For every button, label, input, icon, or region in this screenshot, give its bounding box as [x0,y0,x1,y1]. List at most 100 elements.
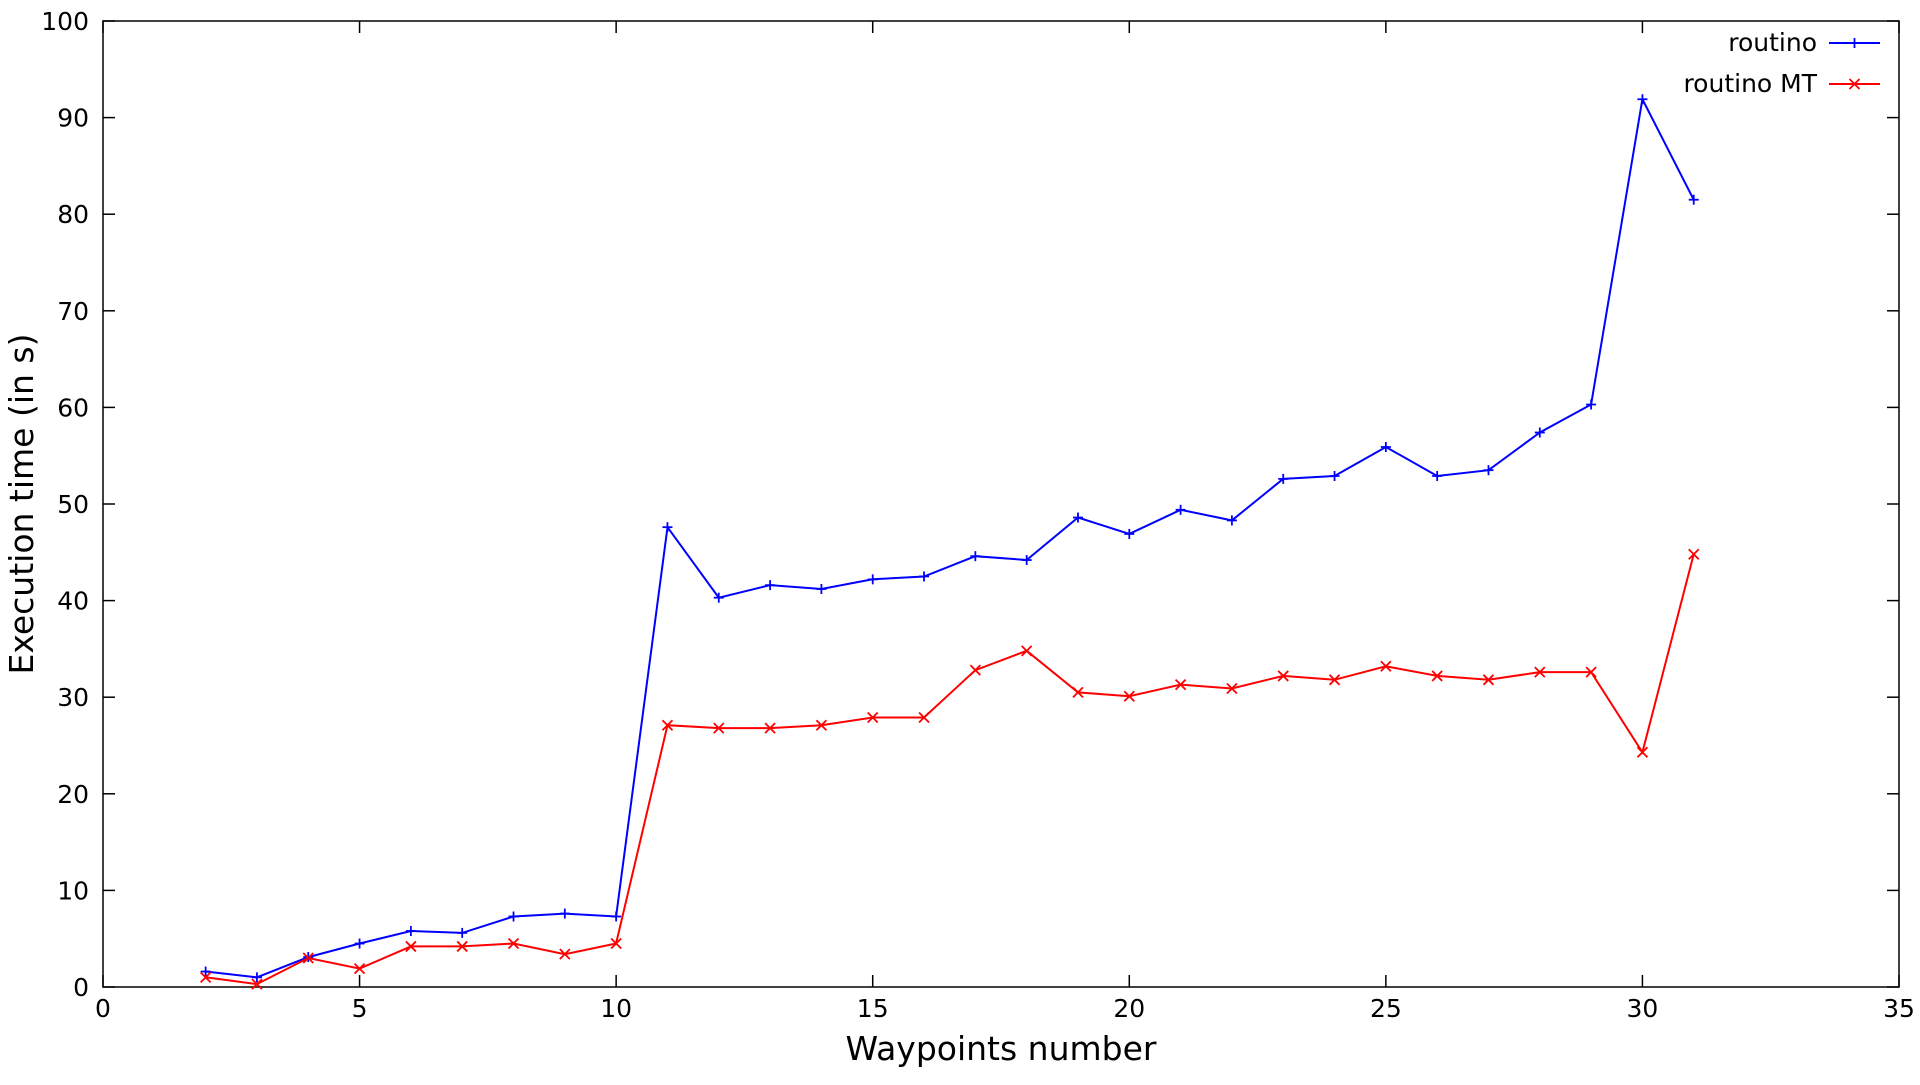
data-point-routino [1278,473,1289,484]
data-point-routino [867,574,878,585]
data-point-routino-mt [1277,670,1289,682]
data-point-routino-mt [1123,690,1135,702]
marker-stroke [1123,690,1135,702]
marker-stroke [405,940,417,953]
legend-marker-routino [1849,38,1860,48]
data-point-routino-mt [661,719,674,731]
data-point-routino [1688,194,1699,205]
x-tick-label: 0 [95,994,111,1023]
marker-stroke [1328,674,1341,686]
data-point-routino [970,551,981,562]
marker-stroke [559,948,571,960]
marker-stroke [1072,686,1084,699]
data-point-routino [713,592,724,603]
data-point-routino-mt [507,937,520,950]
y-tick-label: 80 [57,200,89,229]
data-point-routino [816,584,827,595]
marker-stroke [353,963,366,975]
data-point-routino [200,966,211,977]
data-point-routino [1021,555,1032,566]
y-axis-title: Execution time (in s) [2,334,41,675]
data-point-routino [1586,399,1597,410]
data-point-routino-mt [1072,686,1084,699]
marker-stroke [815,719,828,731]
data-point-routino [559,908,570,919]
data-point-routino-mt [1328,674,1341,686]
data-point-routino [1329,470,1340,481]
data-point-routino-mt [713,722,725,734]
legend-marker-routino-mt [1848,78,1861,90]
marker-stroke [1534,666,1546,678]
plot-frame [102,20,1900,988]
y-tick-label: 30 [57,683,89,712]
data-point-routino-mt [1431,670,1443,682]
data-point-routino-mt [1636,746,1649,758]
data-point-routino-mt [353,963,366,975]
x-tick-label: 20 [1113,994,1145,1023]
data-point-routino-mt [559,948,571,960]
data-point-routino-mt [1585,666,1597,678]
y-tick-label: 50 [57,490,89,519]
data-point-routino-mt [199,971,212,983]
legend-label-routino-mt: routino MT [1683,69,1817,98]
data-point-routino [457,927,468,938]
legend-label-routino: routino [1728,28,1817,57]
data-point-routino [611,911,622,922]
x-tick-label: 15 [857,994,889,1023]
marker-stroke [918,711,930,724]
y-tick-label: 20 [57,780,89,809]
data-point-routino-mt [251,978,263,990]
data-point-routino-mt [302,952,314,964]
data-point-routino-mt [1534,666,1546,678]
data-point-routino-mt [1380,660,1392,672]
data-point-routino [1380,442,1391,453]
data-point-routino-mt [815,719,828,731]
marker-stroke [1482,674,1495,686]
data-point-routino [354,938,365,949]
marker-stroke [302,952,314,964]
data-point-routino [1483,465,1494,476]
data-point-routino [662,522,673,533]
marker-stroke [199,971,212,983]
data-point-routino-mt [456,940,468,953]
marker-stroke [1688,548,1700,560]
marker-stroke [610,937,622,950]
data-point-routino-mt [1688,548,1700,560]
marker-stroke [1021,645,1033,657]
marker-stroke [1431,670,1443,682]
y-tick-label: 70 [57,297,89,326]
data-point-routino-mt [918,711,930,724]
data-point-routino [251,972,262,983]
data-point-routino [1175,504,1186,515]
axis-ticks: 0 5 10 15 20 25 30 35 0 10 20 30 40 50 60 70 80 90 100 [41,7,1915,1023]
x-axis-title: Waypoints number [846,1029,1157,1068]
series-line-routino [205,96,1695,979]
data-point-routino [1226,515,1237,526]
marker-stroke [969,664,981,676]
data-point-routino [1124,528,1135,539]
marker-stroke [1277,670,1289,682]
marker-stroke [1848,78,1861,90]
series-layer [199,94,1700,990]
marker-stroke [1174,679,1187,691]
series-line-routino-mt [205,553,1695,986]
data-point-routino [1637,94,1648,105]
y-tick-label: 0 [73,973,89,1002]
data-point-routino-mt [610,937,622,950]
marker-stroke [661,719,674,731]
marker-stroke [1585,666,1597,678]
x-tick-label: 30 [1627,994,1659,1023]
y-tick-label: 60 [57,393,89,422]
data-point-routino-mt [1021,645,1033,657]
y-tick-label: 90 [57,104,89,133]
data-point-routino-mt [867,711,879,724]
data-point-routino [1534,427,1545,438]
x-tick-label: 5 [352,994,368,1023]
marker-stroke [867,711,879,724]
data-point-routino [919,571,930,582]
data-point-routino-mt [1226,682,1238,695]
data-point-routino-mt [405,940,417,953]
marker-stroke [713,722,725,734]
